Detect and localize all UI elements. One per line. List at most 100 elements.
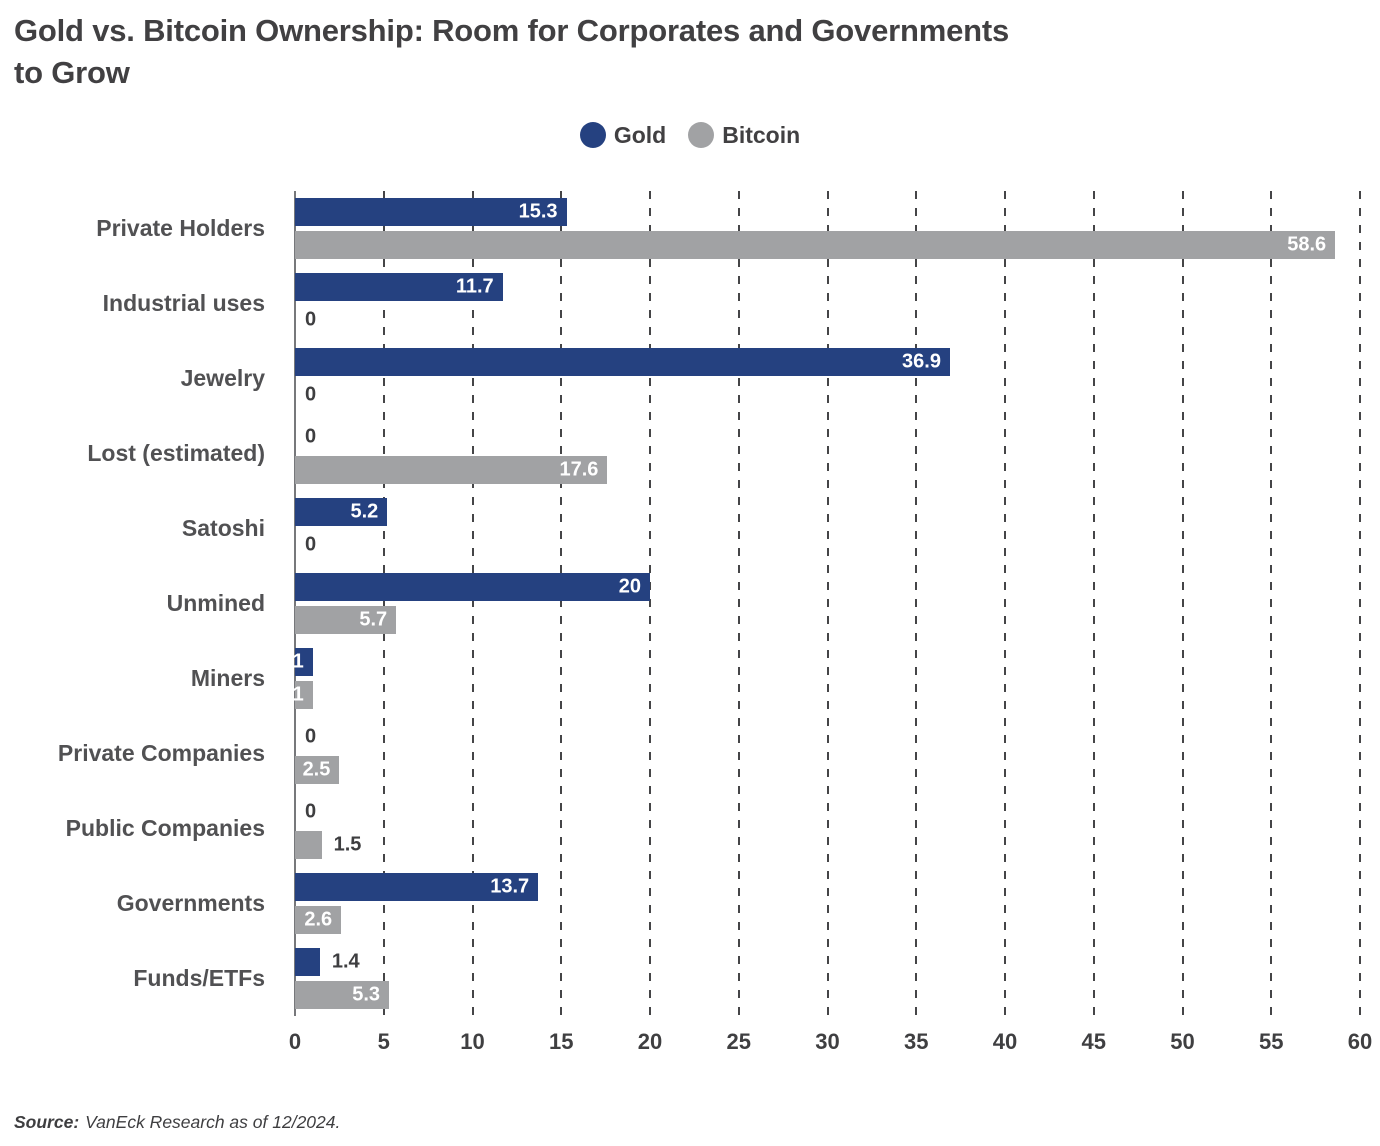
bar-gold: 20 — [295, 573, 650, 602]
category-label: Public Companies — [65, 815, 265, 842]
gridline — [826, 191, 829, 1017]
x-tick-label: 55 — [1259, 1029, 1284, 1055]
x-tick-label: 35 — [904, 1029, 929, 1055]
bar-value-label: 0 — [305, 725, 317, 748]
x-tick-label: 0 — [288, 1029, 302, 1055]
bar-slot-gold: 11.7 — [295, 273, 1360, 302]
bar-value-label: 36.9 — [902, 350, 941, 373]
row-bars: 36.9 0 — [295, 341, 1360, 416]
x-tick-label: 25 — [726, 1029, 751, 1055]
chart: Private Holders 15.3 58.6 Industrial uses 11… — [0, 191, 1380, 1017]
bar-slot-gold: 0 — [295, 423, 1360, 451]
bar-value-label: 1 — [292, 650, 304, 673]
bar-slot-bitcoin: 1 — [292, 681, 1360, 710]
chart-row: Funds/ETFs 1.4 5.3 — [0, 941, 1380, 1016]
row-bars: 0 2.5 — [295, 716, 1360, 791]
bar-value-label: 11.7 — [455, 275, 494, 298]
x-tick-label: 20 — [637, 1029, 663, 1055]
gridline — [737, 191, 740, 1017]
chart-row: Governments 13.7 2.6 — [0, 866, 1380, 941]
legend-label: Bitcoin — [722, 121, 801, 148]
category-label: Funds/ETFs — [133, 965, 265, 992]
bar-bitcoin: 17.6 — [295, 456, 608, 485]
grid-layer — [294, 191, 1361, 1017]
gridline — [649, 191, 651, 1017]
legend-item-bitcoin: Bitcoin — [688, 122, 800, 149]
bar-slot-gold: 1.4 — [295, 948, 1360, 977]
legend: Gold Bitcoin — [0, 120, 1380, 150]
bar-slot-bitcoin: 0 — [295, 306, 1360, 334]
bar-slot-gold: 20 — [295, 573, 1360, 602]
page-title-line1: Gold vs. Bitcoin Ownership: Room for Cor… — [14, 13, 1010, 48]
source-label: Source: — [14, 1112, 80, 1132]
category-label: Miners — [190, 665, 265, 692]
row-bars: 15.3 58.6 — [295, 191, 1360, 266]
bar-bitcoin: 58.6 — [295, 231, 1336, 260]
chart-row: Satoshi 5.2 0 — [0, 491, 1380, 566]
gridline — [1270, 191, 1273, 1017]
y-axis-line — [294, 191, 296, 1017]
row-bars: 5.2 0 — [295, 491, 1360, 566]
gridline — [1004, 191, 1006, 1017]
category-label: Lost (estimated) — [87, 440, 265, 467]
gridline — [382, 191, 385, 1017]
bar-slot-bitcoin: 0 — [295, 381, 1360, 409]
bar-value-label: 17.6 — [559, 458, 599, 481]
bar-slot-gold: 5.2 — [295, 498, 1360, 527]
row-bars: 0 17.6 — [295, 416, 1360, 491]
bar-slot-bitcoin: 2.6 — [295, 906, 1360, 935]
bar-value-label: 0 — [305, 800, 317, 823]
chart-row: Lost (estimated) 0 17.6 — [0, 416, 1380, 491]
legend-label: Gold — [613, 121, 667, 148]
bar-value-label: 13.7 — [490, 875, 530, 898]
bar-slot-gold: 13.7 — [295, 873, 1360, 902]
row-bars: 13.7 2.6 — [295, 866, 1360, 941]
bar-value-label: 5.2 — [350, 500, 379, 523]
bar-slot-bitcoin: 0 — [295, 531, 1360, 559]
category-label: Private Holders — [96, 215, 265, 242]
chart-row: Private Holders 15.3 58.6 — [0, 191, 1380, 266]
bar-gold: 13.7 — [295, 873, 539, 902]
x-tick-label: 40 — [992, 1029, 1018, 1055]
x-axis: 0 5 10 15 20 25 30 35 40 45 50 55 60 — [289, 1029, 1372, 1059]
gridline — [1092, 191, 1095, 1017]
bar-value-label: 5.3 — [352, 983, 381, 1006]
bar-value-label: 0 — [305, 533, 317, 556]
bar-gold: 11.7 — [295, 273, 503, 302]
bar-gold: 15.3 — [295, 198, 567, 227]
bar-slot-gold: 0 — [295, 723, 1360, 751]
bar-slot-gold: 0 — [295, 798, 1360, 826]
bar-slot-bitcoin: 17.6 — [295, 456, 1360, 485]
chart-row: Miners 1 1 — [0, 641, 1380, 716]
bar-value-label: 2.6 — [304, 908, 333, 931]
bar-slot-bitcoin: 2.5 — [295, 756, 1360, 785]
x-tick-label: 30 — [815, 1029, 840, 1055]
row-bars: 1.4 5.3 — [295, 941, 1360, 1016]
bar-slot-gold: 15.3 — [295, 198, 1360, 227]
gridline — [471, 191, 474, 1017]
x-tick-label: 50 — [1170, 1029, 1195, 1055]
bar-value-label: 1.4 — [331, 950, 360, 973]
gridline — [1359, 191, 1361, 1017]
bar-value-label: 0 — [305, 425, 317, 448]
chart-row: Jewelry 36.9 0 — [0, 341, 1380, 416]
page-title-line2: to Grow — [14, 55, 130, 91]
bar-slot-bitcoin: 58.6 — [295, 231, 1360, 260]
bar-gold: 36.9 — [295, 348, 950, 377]
bar-bitcoin: 2.5 — [295, 756, 340, 785]
x-tick-label: 10 — [460, 1029, 485, 1055]
bar-value-label: 58.6 — [1287, 233, 1327, 256]
row-bars: 0 1.5 — [295, 791, 1360, 866]
bar-gold: 1 — [292, 648, 313, 677]
bar-slot-bitcoin: 5.3 — [295, 981, 1360, 1010]
bar-value-label: 1 — [292, 683, 304, 706]
bar-value-label: 0 — [305, 383, 317, 406]
gridline — [915, 191, 918, 1017]
x-tick-label: 60 — [1347, 1029, 1373, 1055]
category-label: Private Companies — [57, 740, 265, 767]
bar-value-label: 5.7 — [359, 608, 388, 631]
bar-gold — [295, 948, 320, 977]
gridline — [560, 191, 563, 1017]
source-text: VanEck Research as of 12/2024. — [85, 1112, 341, 1132]
page-title: Gold vs. Bitcoin Ownership: Room for Cor… — [0, 0, 1380, 94]
